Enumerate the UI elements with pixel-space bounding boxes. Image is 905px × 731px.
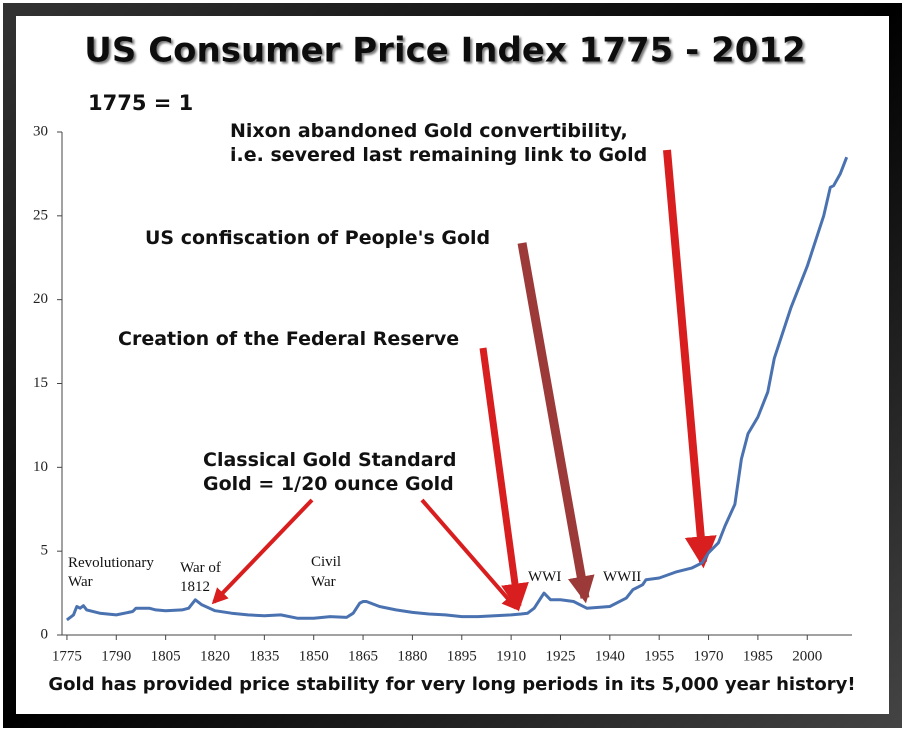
x-tick-label: 1880 <box>397 648 427 664</box>
x-tick-label: 1895 <box>447 648 477 664</box>
x-tick-label: 1940 <box>595 648 625 664</box>
x-tick-label: 1820 <box>200 648 230 664</box>
annotation: US confiscation of People's Gold <box>145 227 490 249</box>
annotation: Nixon abandoned Gold convertibility, <box>230 120 628 142</box>
x-tick-label: 1835 <box>249 648 279 664</box>
arrow <box>420 498 519 611</box>
arrow <box>211 498 314 605</box>
event-label: Revolutionary <box>68 555 154 571</box>
event-label: War <box>68 574 93 590</box>
x-tick-label: 1775 <box>52 648 82 664</box>
arrow <box>479 347 529 612</box>
y-tick-label: 15 <box>33 375 48 391</box>
chart-title: US Consumer Price Index 1775 - 2012 <box>84 31 805 71</box>
event-label: 1812 <box>180 579 210 595</box>
x-tick-label: 1955 <box>644 648 674 664</box>
x-tick-label: 1925 <box>545 648 575 664</box>
series-line <box>65 156 849 622</box>
y-tick-label: 20 <box>33 291 48 307</box>
x-tick-label: 1985 <box>743 648 773 664</box>
y-tick-label: 30 <box>33 123 48 139</box>
annotation: Gold = 1/20 ounce Gold <box>203 473 454 495</box>
x-tick-label: 1850 <box>299 648 329 664</box>
x-tick-label: 1910 <box>496 648 526 664</box>
y-tick-label: 5 <box>41 543 49 559</box>
y-tick-label: 10 <box>33 459 48 475</box>
event-label: WWI <box>528 569 561 585</box>
event-label: Civil <box>311 554 341 570</box>
arrow <box>663 149 717 569</box>
arrow <box>517 242 595 604</box>
x-tick-label: 2000 <box>792 648 822 664</box>
y-tick-label: 25 <box>33 207 48 223</box>
panel <box>16 16 889 714</box>
y-tick-label: 0 <box>41 626 49 642</box>
event-label: WWII <box>603 569 641 585</box>
x-tick-label: 1970 <box>694 648 724 664</box>
annotation: Classical Gold Standard <box>203 449 457 471</box>
x-tick-label: 1790 <box>101 648 131 664</box>
subtitle: 1775 = 1 <box>88 91 193 115</box>
annotation: Creation of the Federal Reserve <box>118 328 459 350</box>
event-label: War <box>311 574 336 590</box>
event-label: War of <box>180 560 221 576</box>
annotation: i.e. severed last remaining link to Gold <box>230 144 647 166</box>
x-tick-label: 1805 <box>151 648 181 664</box>
x-tick-label: 1865 <box>348 648 378 664</box>
footer: Gold has provided price stability for ve… <box>48 674 855 695</box>
